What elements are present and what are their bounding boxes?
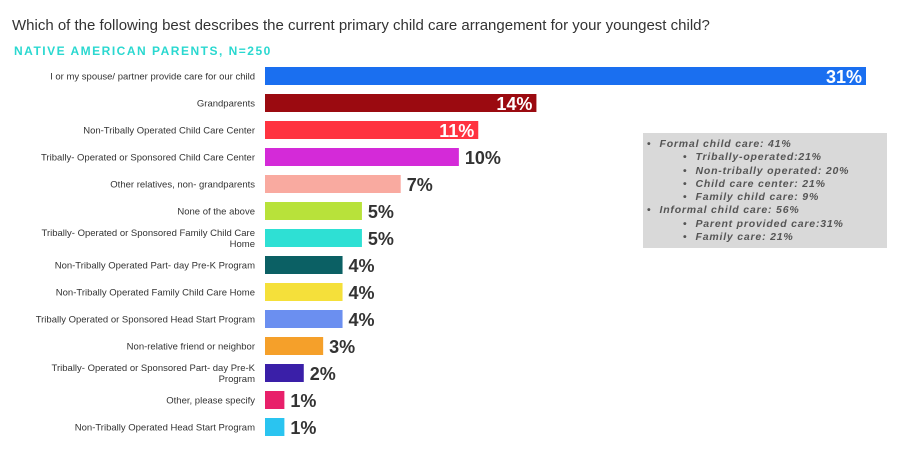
category-label: I or my spouse/ partner provide care for… xyxy=(50,72,255,83)
bar xyxy=(265,148,459,166)
category-label: Grandparents xyxy=(197,99,255,110)
chart-title: Which of the following best describes th… xyxy=(12,17,710,34)
note-item: Family care: 21% xyxy=(647,231,887,244)
bar xyxy=(265,418,285,436)
category-label: Other, please specify xyxy=(166,396,255,407)
category-label: Non-relative friend or neighbor xyxy=(127,342,255,353)
bar xyxy=(265,94,537,112)
data-label: 2% xyxy=(310,364,336,384)
category-label: None of the above xyxy=(177,207,255,218)
category-label: Other relatives, non- grandparents xyxy=(110,180,255,191)
category-label: Non-Tribally Operated Child Care Center xyxy=(83,126,255,137)
bar xyxy=(265,202,362,220)
note-item: Parent provided care:31% xyxy=(647,218,887,231)
bar xyxy=(265,256,343,274)
bar xyxy=(265,391,285,409)
chart-subtitle: NATIVE AMERICAN PARENTS, N=250 xyxy=(14,44,272,58)
bar xyxy=(265,229,362,247)
note-item: Formal child care: 41% xyxy=(647,138,887,151)
data-label: 14% xyxy=(496,94,532,114)
category-label: Tribally- Operated or Sponsored Child Ca… xyxy=(41,153,255,164)
data-label: 31% xyxy=(826,67,862,87)
note-item: Informal child care: 56% xyxy=(647,204,887,217)
bar xyxy=(265,67,866,85)
category-label: Tribally- Operated or Sponsored Family C… xyxy=(42,228,255,250)
data-label: 5% xyxy=(368,202,394,222)
bar xyxy=(265,175,401,193)
category-label: Non-Tribally Operated Head Start Program xyxy=(75,423,255,434)
note-item: Child care center: 21% xyxy=(647,178,887,191)
bar xyxy=(265,310,343,328)
bar xyxy=(265,283,343,301)
data-label: 4% xyxy=(349,310,375,330)
category-label: Tribally Operated or Sponsored Head Star… xyxy=(36,315,255,326)
category-label: Tribally- Operated or Sponsored Part- da… xyxy=(52,363,256,385)
bar xyxy=(265,121,479,139)
data-label: 3% xyxy=(329,337,355,357)
data-label: 1% xyxy=(290,418,316,438)
category-label: Non-Tribally Operated Part- day Pre-K Pr… xyxy=(55,261,255,272)
data-label: 4% xyxy=(349,283,375,303)
summary-note-box: Formal child care: 41%Tribally-operated:… xyxy=(643,133,887,248)
data-label: 5% xyxy=(368,229,394,249)
data-label: 1% xyxy=(290,391,316,411)
bar xyxy=(265,364,304,382)
note-item: Non-tribally operated: 20% xyxy=(647,165,887,178)
data-label: 7% xyxy=(407,175,433,195)
note-item: Tribally-operated:21% xyxy=(647,151,887,164)
data-label: 4% xyxy=(349,256,375,276)
bar xyxy=(265,337,324,355)
data-label: 10% xyxy=(465,148,501,168)
data-label: 11% xyxy=(439,121,474,141)
category-label: Non-Tribally Operated Family Child Care … xyxy=(56,288,255,299)
note-item: Family child care: 9% xyxy=(647,191,887,204)
